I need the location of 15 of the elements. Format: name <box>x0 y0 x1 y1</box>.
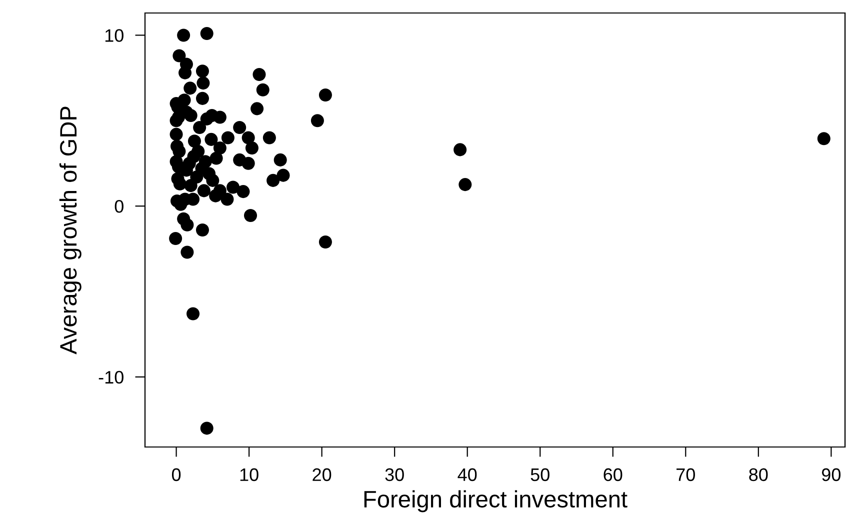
x-tick-label: 60 <box>604 468 622 482</box>
x-tick-label: 40 <box>458 468 477 482</box>
x-axis-title: Foreign direct investment <box>364 490 628 512</box>
x-tick-label: 90 <box>822 468 841 482</box>
y-axis-title: Average growth of GDP <box>59 106 82 354</box>
x-tick-label: 0 <box>172 468 181 482</box>
x-tick-label: 10 <box>240 468 258 482</box>
y-tick-label: 10 <box>105 29 124 42</box>
x-tick-label: 20 <box>312 468 332 482</box>
y-tick-label: 0 <box>114 200 124 213</box>
x-tick-label: 50 <box>530 468 550 482</box>
x-tick-label: 80 <box>749 468 768 482</box>
x-tick-label: 30 <box>385 468 404 482</box>
y-tick-label: -10 <box>98 370 124 384</box>
x-tick-label: 70 <box>676 468 695 482</box>
